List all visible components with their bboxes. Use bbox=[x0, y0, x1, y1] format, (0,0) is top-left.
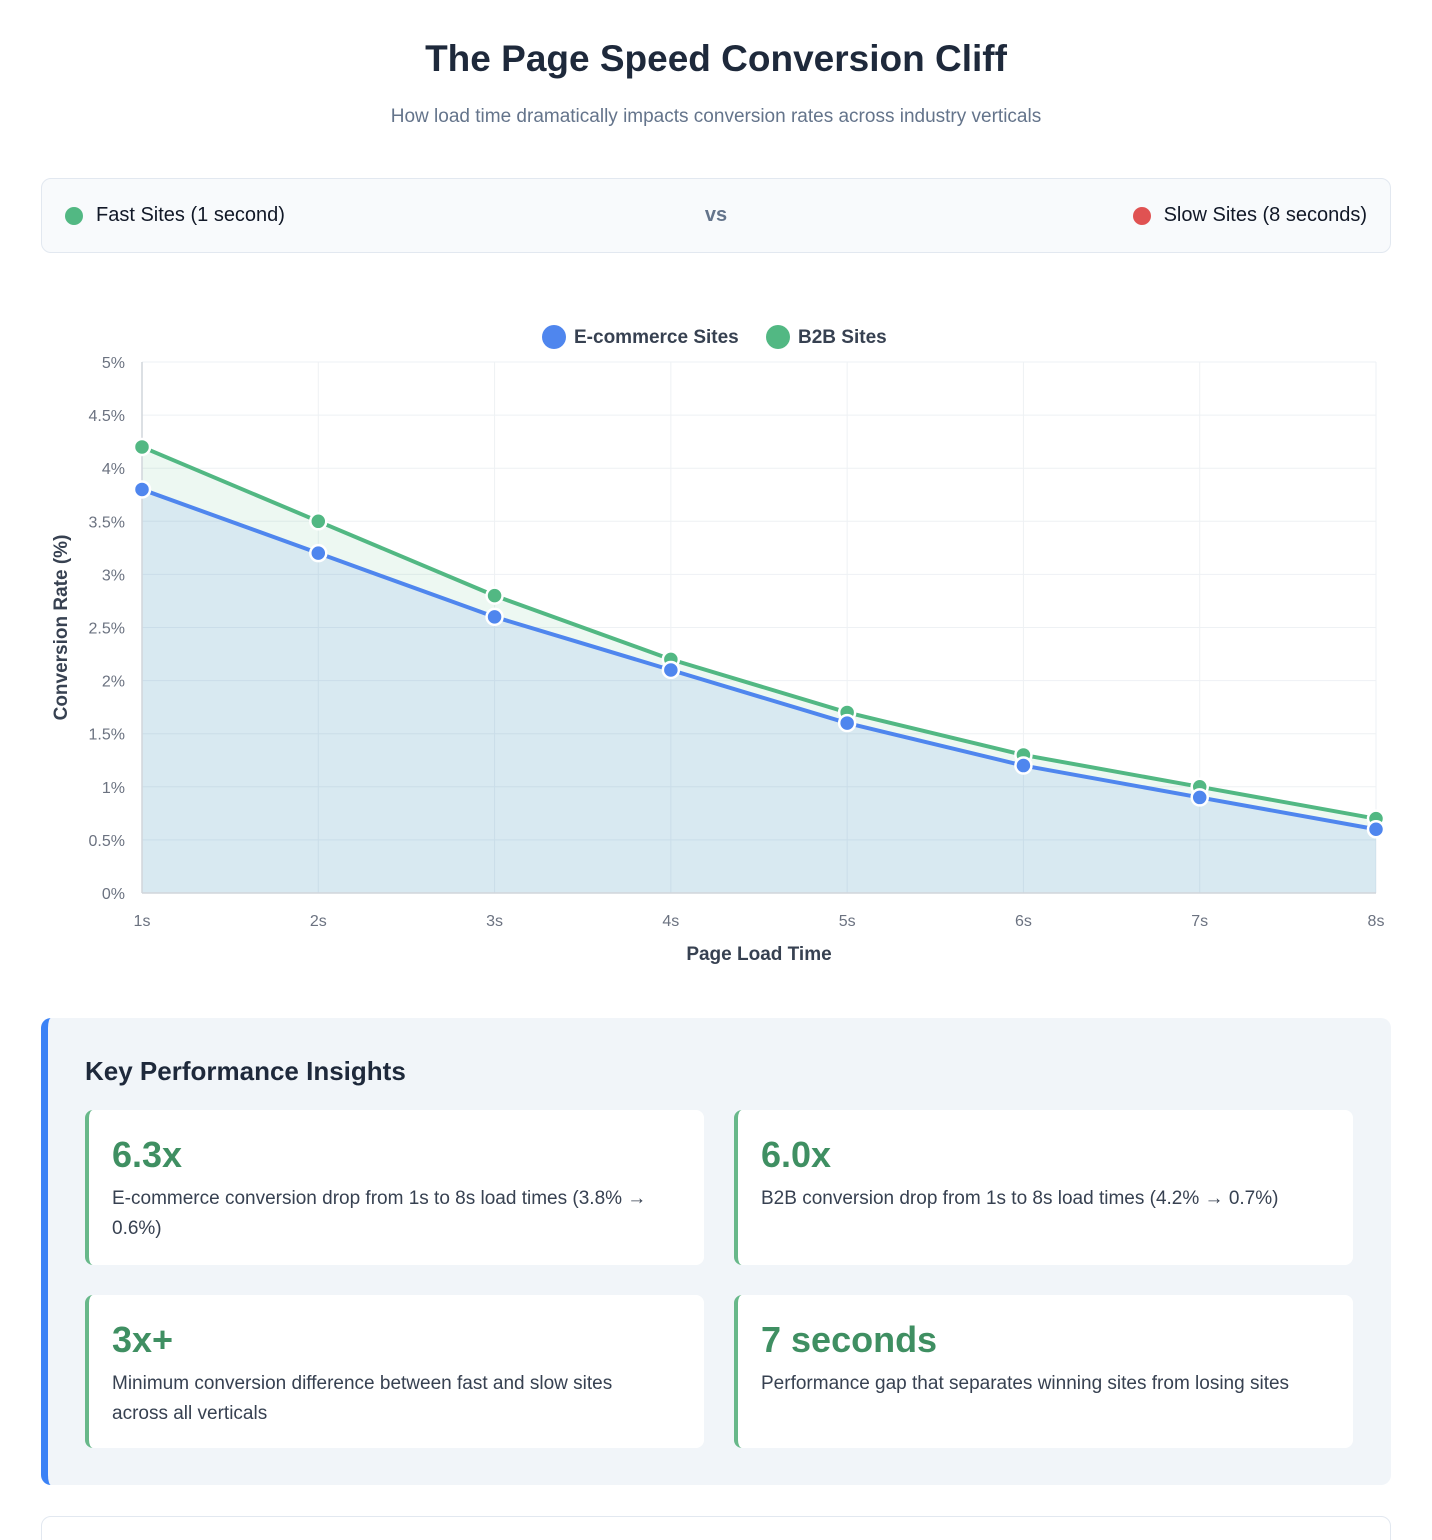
x-tick-label: 5s bbox=[839, 913, 856, 930]
insight-value: 7 seconds bbox=[761, 1319, 938, 1360]
legend-label: B2B Sites bbox=[798, 327, 887, 348]
data-point bbox=[837, 713, 857, 733]
fast-sites-label: Fast Sites (1 second) bbox=[65, 179, 285, 252]
series-line bbox=[141, 487, 1377, 832]
fast-indicator-dot bbox=[65, 206, 83, 225]
data-point bbox=[132, 480, 152, 499]
page-subtitle: How load time dramatically impacts conve… bbox=[390, 106, 1042, 127]
y-axis-title: Conversion Rate (%) bbox=[51, 535, 72, 721]
insight-card-min-difference: 3x+ Minimum conversion difference betwee… bbox=[85, 1295, 704, 1448]
x-tick-label: 7s bbox=[1191, 913, 1208, 930]
slow-indicator-dot bbox=[1132, 206, 1151, 225]
y-tick-label: 0% bbox=[102, 886, 125, 903]
data-point bbox=[1366, 820, 1386, 839]
insight-card-performance-gap: 7 seconds Performance gap that separates… bbox=[734, 1295, 1353, 1448]
series-line bbox=[141, 445, 1377, 821]
insight-value: 6.3x bbox=[112, 1134, 183, 1175]
vs-label: vs bbox=[704, 204, 728, 226]
insight-card-ecommerce: 6.3x E-commerce conversion drop from 1s … bbox=[85, 1110, 704, 1265]
legend-swatch bbox=[766, 325, 790, 349]
y-tick-label: 4% bbox=[102, 461, 125, 478]
insight-description: Performance gap that separates winning s… bbox=[761, 1373, 1290, 1394]
insight-card-b2b: 6.0x B2B conversion drop from 1s to 8s l… bbox=[734, 1110, 1353, 1265]
series-area bbox=[142, 489, 1376, 893]
speed-comparison-bar: Fast Sites (1 second) vs Slow Sites (8 s… bbox=[41, 178, 1391, 253]
insights-panel: Key Performance Insights 6.3x E-commerce… bbox=[41, 1018, 1391, 1485]
legend-swatch bbox=[542, 325, 566, 349]
insight-description: Minimum conversion difference between fa… bbox=[112, 1373, 613, 1424]
x-tick-label: 4s bbox=[662, 913, 679, 930]
conversion-chart: 0% 0.5% 1% 1.5% 2% 2.5% 3% 3.5% 4% 4.5% 5% 1s 2s 3s 4s… bbox=[0, 300, 1432, 980]
y-tick-label: 1% bbox=[102, 780, 125, 797]
y-tick-label: 2% bbox=[102, 674, 125, 691]
x-tick-label: 1s bbox=[134, 913, 151, 930]
legend-label: E-commerce Sites bbox=[574, 327, 739, 348]
insight-value: 3x+ bbox=[112, 1319, 174, 1360]
fast-sites-text: Fast Sites (1 second) bbox=[96, 204, 285, 226]
x-tick-label: 3s bbox=[486, 913, 503, 930]
page-title: The Page Speed Conversion Cliff bbox=[425, 38, 1007, 79]
data-point bbox=[132, 437, 152, 457]
x-axis-title: Page Load Time bbox=[686, 944, 831, 965]
data-point bbox=[661, 660, 681, 680]
series-area bbox=[142, 446, 1376, 893]
y-tick-label: 4.5% bbox=[89, 408, 125, 425]
x-tick-label: 8s bbox=[1368, 913, 1385, 930]
data-point bbox=[485, 586, 504, 605]
data-point bbox=[309, 543, 328, 563]
y-tick-label: 3% bbox=[102, 567, 125, 584]
data-point bbox=[309, 512, 328, 531]
x-tick-label: 6s bbox=[1015, 913, 1032, 930]
slow-sites-label: Slow Sites (8 seconds) bbox=[1132, 179, 1367, 252]
conversion-chart-svg: 0% 0.5% 1% 1.5% 2% 2.5% 3% 3.5% 4% 4.5% 5% 1s 2s 3s 4s… bbox=[51, 325, 1386, 965]
y-tick-label: 2.5% bbox=[89, 621, 125, 638]
y-tick-label: 3.5% bbox=[89, 514, 125, 531]
data-point bbox=[1190, 788, 1209, 807]
y-tick-label: 5% bbox=[102, 355, 125, 372]
insights-title: Key Performance Insights bbox=[85, 1056, 406, 1086]
y-tick-label: 1.5% bbox=[89, 727, 125, 744]
data-point bbox=[1014, 756, 1033, 775]
insight-description: E-commerce conversion drop from 1s to 8s… bbox=[112, 1188, 647, 1239]
next-section-card bbox=[41, 1516, 1391, 1540]
data-point bbox=[485, 607, 504, 627]
y-tick-label: 0.5% bbox=[89, 833, 125, 850]
insight-description: B2B conversion drop from 1s to 8s load t… bbox=[761, 1188, 1279, 1209]
insight-value: 6.0x bbox=[761, 1134, 832, 1175]
slow-sites-text: Slow Sites (8 seconds) bbox=[1163, 204, 1367, 226]
x-tick-label: 2s bbox=[310, 913, 327, 930]
